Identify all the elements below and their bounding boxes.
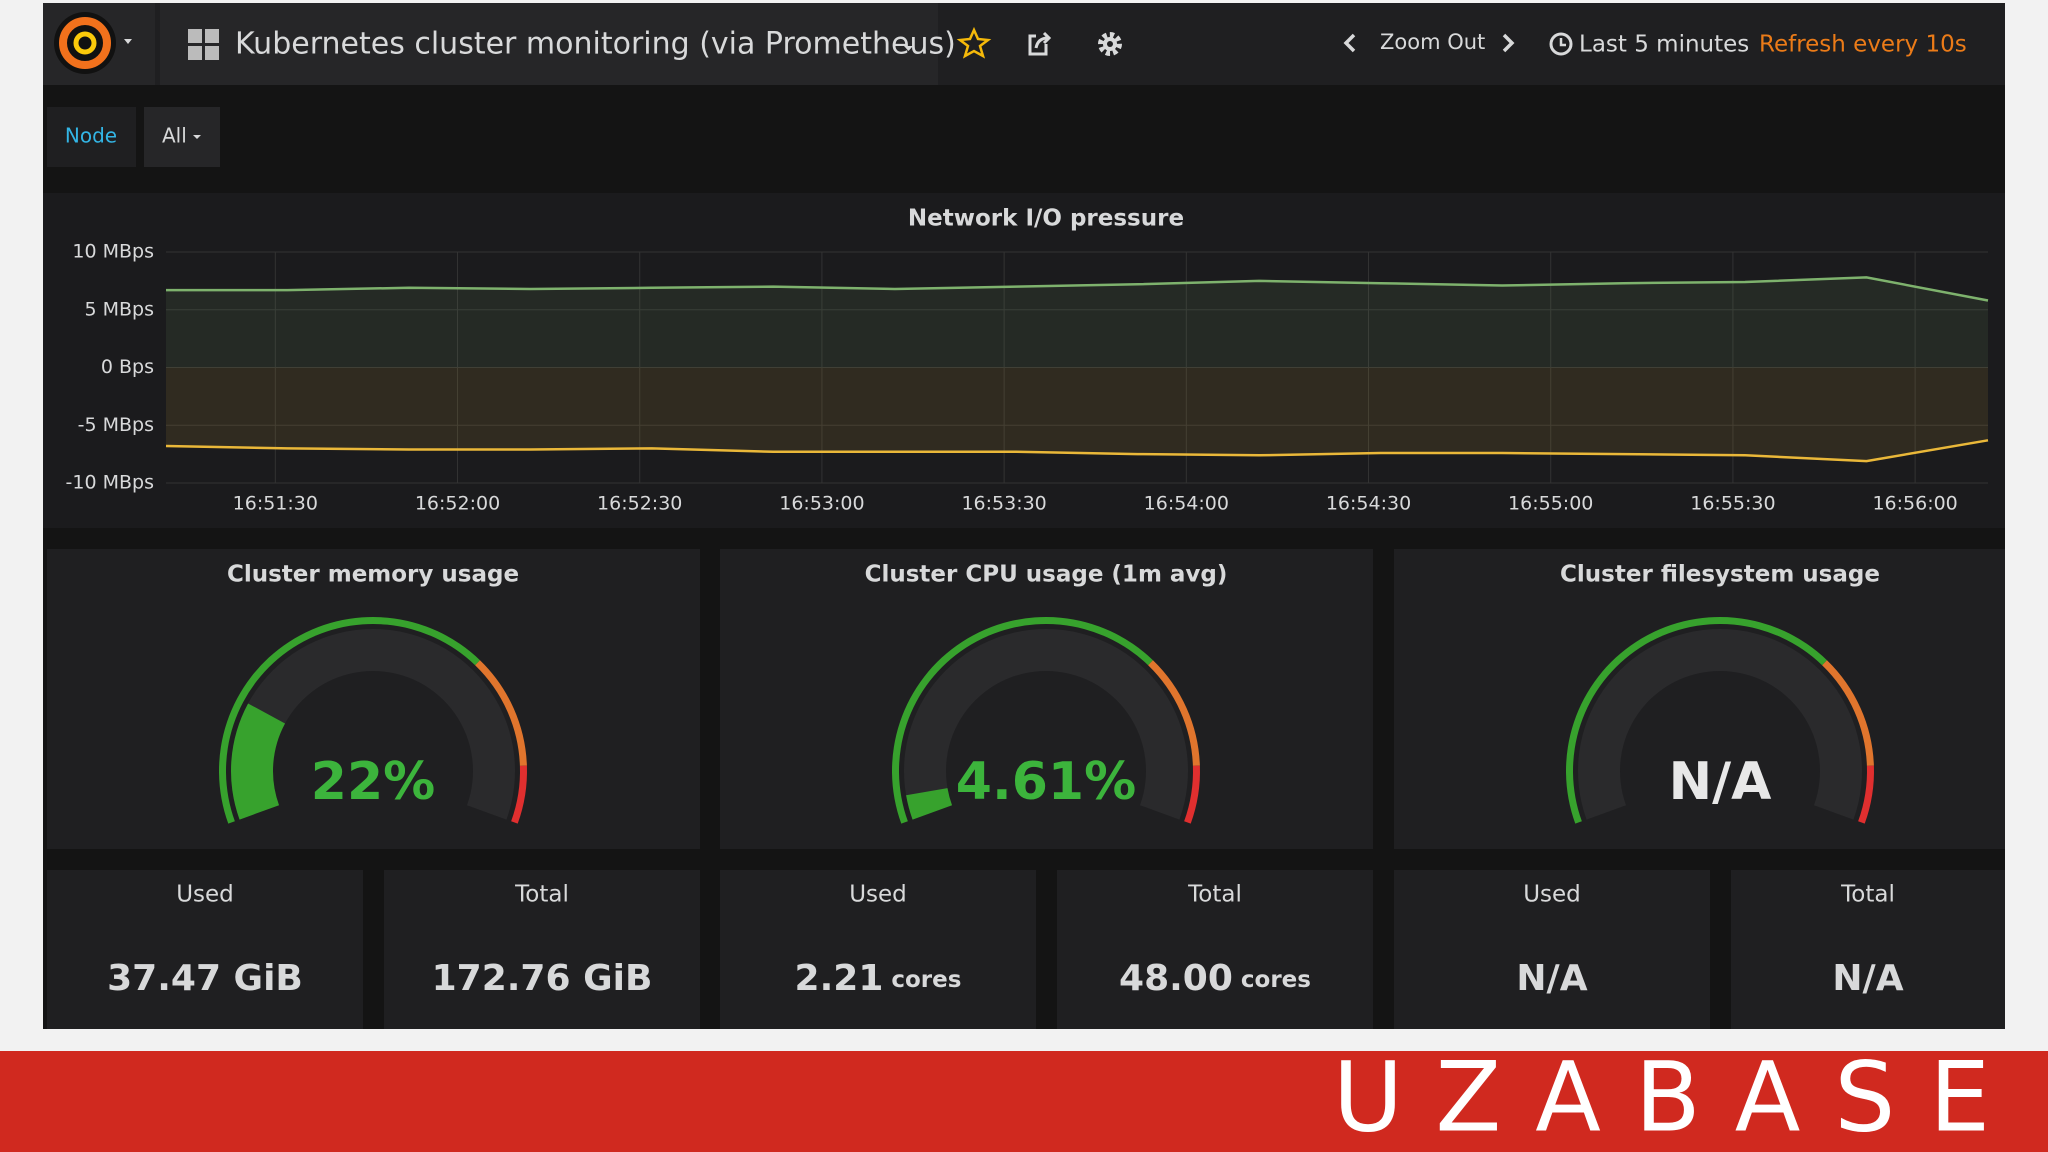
stat-panel xyxy=(1394,870,1710,1029)
variable-label: Node xyxy=(65,124,117,148)
stat-number: 37.47 GiB xyxy=(107,958,303,999)
gauge-threshold xyxy=(1148,660,1200,766)
stat-panel xyxy=(1057,870,1373,1029)
share-icon[interactable] xyxy=(1028,31,1052,56)
gauge-track xyxy=(904,629,1188,820)
x-tick-label: 16:52:00 xyxy=(415,493,500,515)
stat-number: N/A xyxy=(1832,958,1903,999)
gauge-value-label: 22% xyxy=(311,752,435,812)
stat-number: N/A xyxy=(1516,958,1587,999)
zoom-out[interactable]: Zoom Out xyxy=(1380,30,1485,54)
gauge-value-label: 4.61% xyxy=(956,752,1136,812)
variable-label-box xyxy=(47,107,136,167)
variable-value[interactable]: All xyxy=(162,124,187,148)
x-tick-label: 16:55:00 xyxy=(1508,493,1593,515)
stat-value: 2.21 cores xyxy=(795,958,962,999)
dashboard-title[interactable]: Kubernetes cluster monitoring (via Prome… xyxy=(235,27,956,62)
x-tick-label: 16:53:30 xyxy=(961,493,1046,515)
series-area xyxy=(166,367,1988,462)
variable-caret xyxy=(193,135,201,139)
gauge-value xyxy=(906,788,953,820)
stat-panel xyxy=(384,870,700,1029)
stat-label: Used xyxy=(849,882,907,908)
footer-band xyxy=(0,1051,2048,1152)
stat-label: Total xyxy=(1187,882,1242,908)
stat-number: 2.21 xyxy=(795,958,884,999)
stat-label: Used xyxy=(176,882,234,908)
stat-panel xyxy=(720,870,1036,1029)
settings-icon[interactable] xyxy=(1098,32,1122,56)
x-tick-label: 16:51:30 xyxy=(233,493,318,515)
x-tick-label: 16:53:00 xyxy=(779,493,864,515)
x-tick-label: 16:54:00 xyxy=(1144,493,1229,515)
stat-unit: cores xyxy=(1241,967,1311,993)
brand: UZABASE xyxy=(1333,1041,2024,1152)
stat-panel xyxy=(47,870,363,1029)
x-tick-label: 16:52:30 xyxy=(597,493,682,515)
zoom-back[interactable] xyxy=(1343,33,1356,53)
series-area xyxy=(166,277,1988,368)
stat-unit: cores xyxy=(891,967,961,993)
gauge-threshold xyxy=(1858,765,1874,824)
stat-label: Total xyxy=(1840,882,1895,908)
zoom-forward[interactable] xyxy=(1502,33,1515,53)
gauge-title: Cluster CPU usage (1m avg) xyxy=(865,562,1228,588)
dashboards-icon xyxy=(188,29,219,60)
gauge-panel xyxy=(720,549,1373,849)
x-tick-label: 16:54:30 xyxy=(1326,493,1411,515)
gauge-panel xyxy=(47,549,700,849)
y-tick-label: -10 MBps xyxy=(66,472,154,494)
y-tick-label: -5 MBps xyxy=(78,414,154,436)
stat-label: Total xyxy=(514,882,569,908)
y-tick-label: 10 MBps xyxy=(72,241,154,263)
gauge-threshold xyxy=(475,660,527,766)
gauge-track xyxy=(1578,629,1863,820)
stat-value: N/A xyxy=(1832,958,1903,999)
series-line xyxy=(165,439,1989,463)
stat-value: 48.00 cores xyxy=(1119,958,1311,999)
y-tick-label: 0 Bps xyxy=(101,356,154,378)
star-icon[interactable] xyxy=(956,26,992,59)
time-range[interactable]: Last 5 minutes xyxy=(1579,32,1749,58)
gauge-value-label: N/A xyxy=(1669,752,1772,812)
gauge-track xyxy=(231,629,515,820)
logo-ring xyxy=(59,17,111,69)
stat-value: N/A xyxy=(1516,958,1587,999)
title-box[interactable] xyxy=(160,3,938,85)
gauge-value xyxy=(231,703,286,820)
y-tick-label: 5 MBps xyxy=(84,298,154,320)
series-line xyxy=(166,276,1989,302)
graph-panel xyxy=(43,193,2005,528)
title-caret xyxy=(904,46,913,51)
stat-panel xyxy=(1731,870,2005,1029)
stat-number: 172.76 GiB xyxy=(432,958,653,999)
clock-icon xyxy=(1549,32,1573,56)
stat-label: Used xyxy=(1523,882,1581,908)
refresh-interval[interactable]: Refresh every 10s xyxy=(1759,32,1967,58)
gauge-title: Cluster memory usage xyxy=(227,562,519,588)
stat-number: 48.00 xyxy=(1119,958,1233,999)
graph-title[interactable]: Network I/O pressure xyxy=(908,206,1184,232)
gauge-threshold xyxy=(1822,660,1874,766)
logo-caret xyxy=(124,39,132,44)
logo-core xyxy=(73,31,97,55)
gauge-threshold xyxy=(1184,765,1200,824)
x-tick-label: 16:55:30 xyxy=(1690,493,1775,515)
gauge-title: Cluster filesystem usage xyxy=(1560,562,1880,588)
gauge-panel xyxy=(1394,549,2005,849)
stat-value: 172.76 GiB xyxy=(432,958,653,999)
stat-value: 37.47 GiB xyxy=(107,958,303,999)
variable-select[interactable] xyxy=(144,107,220,167)
x-tick-label: 16:56:00 xyxy=(1872,493,1957,515)
gauge-threshold xyxy=(511,765,527,824)
